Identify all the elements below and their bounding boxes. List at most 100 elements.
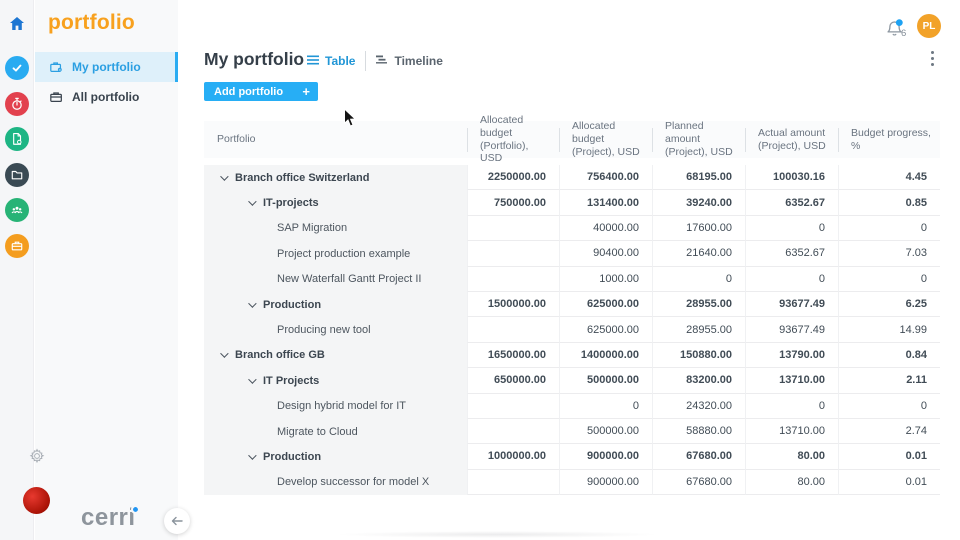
sidebar-collapse-button[interactable]: [164, 508, 190, 534]
table-row[interactable]: SAP Migration 40000.00 17600.00 0 0: [204, 215, 940, 242]
value-cell: 0: [838, 266, 940, 292]
tasks-check-icon[interactable]: [5, 56, 29, 80]
value-cell: [467, 266, 559, 292]
notification-bell-icon[interactable]: [884, 18, 914, 42]
chevron-down-icon[interactable]: [248, 375, 257, 384]
tab-table[interactable]: Table: [307, 54, 355, 68]
portfolio-name-label: Branch office GB: [235, 349, 325, 362]
table-row[interactable]: Design hybrid model for IT 0 24320.00 0 0: [204, 393, 940, 419]
value-cell: 17600.00: [652, 215, 745, 242]
table-row[interactable]: Develop successor for model X 900000.00 67…: [204, 469, 940, 496]
value-cell: 625000.00: [559, 291, 652, 318]
column-header-budget-progress: Budget progress, %: [838, 121, 940, 158]
table-row[interactable]: New Waterfall Gantt Project II 1000.00 0 0 0: [204, 266, 940, 292]
value-cell: [467, 317, 559, 343]
table-row[interactable]: Production 1500000.00 625000.00 28955.00 936…: [204, 291, 940, 318]
value-cell: 6.25: [838, 291, 940, 318]
app-logo: portfolio: [48, 11, 135, 34]
sidebar-item-label: My portfolio: [72, 60, 141, 74]
value-cell: 750000.00: [467, 190, 559, 216]
value-cell: 2.74: [838, 418, 940, 445]
value-cell: 0: [652, 266, 745, 292]
plus-icon: +: [302, 84, 310, 99]
team-icon[interactable]: [5, 198, 29, 222]
folder-icon[interactable]: [5, 163, 29, 187]
add-portfolio-button[interactable]: Add portfolio +: [204, 82, 318, 101]
table-header-row: Portfolio Allocated budget (Portfolio), …: [204, 114, 940, 164]
portfolio-briefcase-icon[interactable]: [5, 234, 29, 258]
my-portfolio-briefcase-icon: [49, 60, 64, 74]
portfolio-name-cell: IT Projects: [204, 368, 467, 394]
value-cell: [467, 393, 559, 419]
value-cell: 500000.00: [559, 418, 652, 445]
value-cell: 0.01: [838, 469, 940, 496]
value-cell: 93677.49: [745, 317, 838, 343]
portfolio-name-cell: IT-projects: [204, 190, 467, 216]
column-header-planned-amount: Planned amount (Project), USD: [652, 120, 745, 158]
table-row[interactable]: IT-projects 750000.00 131400.00 39240.00 635…: [204, 190, 940, 216]
portfolio-name-cell: Production: [204, 291, 467, 318]
table-row[interactable]: Producing new tool 625000.00 28955.00 93677…: [204, 317, 940, 343]
value-cell: 13710.00: [745, 418, 838, 445]
value-cell: 58880.00: [652, 418, 745, 445]
value-cell: 39240.00: [652, 190, 745, 216]
value-cell: 650000.00: [467, 368, 559, 394]
value-cell: 90400.00: [559, 241, 652, 267]
value-cell: 2250000.00: [467, 165, 559, 191]
table-view-icon: [307, 54, 319, 68]
home-icon[interactable]: [9, 16, 25, 31]
icon-rail: [0, 0, 34, 540]
table-row[interactable]: Branch office GB 1650000.00 1400000.00 1508…: [204, 342, 940, 369]
chevron-down-icon[interactable]: [220, 172, 229, 181]
portfolio-name-label: New Waterfall Gantt Project II: [277, 273, 422, 286]
chevron-down-icon[interactable]: [248, 298, 257, 308]
document-icon[interactable]: [5, 127, 29, 151]
table-row[interactable]: Project production example 90400.00 21640.…: [204, 241, 940, 267]
all-portfolio-briefcase-icon: [49, 90, 64, 104]
tab-timeline[interactable]: Timeline: [376, 54, 443, 68]
sidebar-item-all-portfolio[interactable]: All portfolio: [35, 82, 178, 112]
portfolio-name-label: Producing new tool: [277, 324, 371, 337]
chevron-down-icon[interactable]: [220, 349, 229, 359]
value-cell: 14.99: [838, 317, 940, 343]
table-row[interactable]: Migrate to Cloud 500000.00 58880.00 13710.0…: [204, 418, 940, 445]
cerri-logo: cerri: [81, 504, 140, 531]
portfolio-name-label: IT-projects: [263, 197, 319, 210]
value-cell: 1000.00: [559, 266, 652, 292]
chevron-down-icon[interactable]: [248, 197, 257, 206]
more-options-menu[interactable]: [927, 51, 937, 67]
value-cell: 500000.00: [559, 368, 652, 394]
tab-separator: [365, 51, 367, 71]
sidebar-item-my-portfolio[interactable]: My portfolio: [35, 52, 178, 82]
table-row[interactable]: Production 1000000.00 900000.00 67680.00 80.…: [204, 444, 940, 470]
value-cell: 13790.00: [745, 342, 838, 369]
value-cell: 40000.00: [559, 215, 652, 242]
value-cell: 6352.67: [745, 190, 838, 216]
table-row[interactable]: Branch office Switzerland 2250000.00 75640…: [204, 165, 940, 191]
chevron-down-icon[interactable]: [248, 451, 257, 460]
settings-gear-icon[interactable]: [29, 448, 45, 464]
portfolio-name-label: Project production example: [277, 247, 411, 260]
portfolio-name-cell: Migrate to Cloud: [204, 418, 467, 445]
value-cell: 900000.00: [559, 444, 652, 470]
value-cell: 80.00: [745, 444, 838, 470]
portfolio-name-cell: Branch office Switzerland: [204, 165, 467, 191]
portfolio-name-label: Design hybrid model for IT: [277, 400, 406, 413]
value-cell: 4.45: [838, 165, 940, 191]
value-cell: 24320.00: [652, 393, 745, 419]
value-cell: 1400000.00: [559, 342, 652, 369]
value-cell: [467, 215, 559, 242]
table-row[interactable]: IT Projects 650000.00 500000.00 83200.00 137…: [204, 368, 940, 394]
portfolio-name-label: Production: [263, 298, 322, 311]
value-cell: 67680.00: [652, 444, 745, 470]
portfolio-name-cell: Production: [204, 444, 467, 470]
portfolio-name-label: Develop successor for model X: [277, 476, 430, 489]
value-cell: 28955.00: [652, 317, 745, 343]
portfolio-name-cell: SAP Migration: [204, 215, 467, 242]
user-avatar[interactable]: PL: [917, 14, 941, 38]
timer-icon[interactable]: [5, 92, 29, 116]
column-header-allocated-budget-project: Allocated budget (Project), USD: [559, 120, 652, 158]
bottom-scroll-shadow: [335, 531, 660, 538]
value-cell: [467, 469, 559, 496]
value-cell: 13710.00: [745, 368, 838, 394]
